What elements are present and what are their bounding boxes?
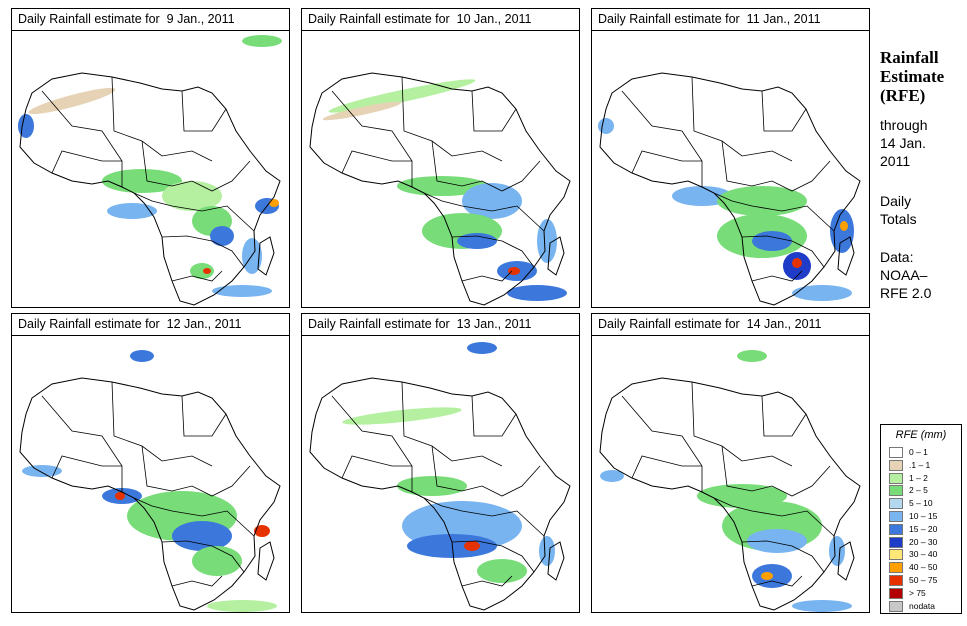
legend-swatch	[889, 587, 903, 599]
legend-swatch	[889, 600, 903, 612]
legend-label: .1 – 1	[909, 459, 931, 470]
rainfall-map-graphic	[598, 31, 870, 308]
rainfall-map	[301, 30, 580, 308]
period-line-1: Daily	[880, 193, 912, 209]
rainfall-map-graphic	[12, 350, 290, 612]
legend-label: 30 – 40	[909, 549, 938, 560]
panel-title-text: Daily Rainfall estimate for 13 Jan., 201…	[308, 317, 532, 331]
heading-line-1: Rainfall	[880, 48, 939, 67]
figure-heading: Rainfall Estimate (RFE)	[880, 48, 944, 105]
legend-swatch	[889, 562, 903, 574]
panel-title-text: Daily Rainfall estimate for 10 Jan., 201…	[308, 12, 532, 26]
date-line-1: 14 Jan.	[880, 135, 926, 151]
legend-swatch	[889, 549, 903, 561]
panel-title: Daily Rainfall estimate for 14 Jan., 201…	[591, 313, 870, 336]
panel-title-text: Daily Rainfall estimate for 12 Jan., 201…	[18, 317, 242, 331]
legend-label: 50 – 75	[909, 575, 938, 585]
rfe-legend: RFE (mm) 0 – 1 .1 – 1 1 – 2 2 – 5 5 – 10 10 –…	[880, 424, 962, 614]
legend-swatch	[889, 472, 903, 484]
period-info: Daily Totals	[880, 192, 917, 228]
legend-swatch	[889, 447, 903, 458]
through-label: through	[880, 117, 928, 133]
panel-title: Daily Rainfall estimate for 10 Jan., 201…	[301, 8, 580, 31]
date-line-2: 2011	[880, 153, 911, 169]
period-line-2: Totals	[880, 211, 917, 227]
legend-label: 5 – 10	[909, 498, 933, 509]
panel-title: Daily Rainfall estimate for 13 Jan., 201…	[301, 313, 580, 336]
legend-label: 10 – 15	[909, 511, 938, 521]
heading-line-3: (RFE)	[880, 86, 926, 105]
rainfall-map	[11, 30, 290, 308]
rainfall-map	[301, 335, 580, 613]
legend-label: 2 – 5	[909, 485, 928, 496]
panel-title: Daily Rainfall estimate for 9 Jan., 2011	[11, 8, 290, 31]
data-source: Data: NOAA– RFE 2.0	[880, 248, 931, 302]
rainfall-map	[591, 335, 870, 613]
heading-line-2: Estimate	[880, 67, 945, 86]
legend-title: RFE (mm)	[895, 429, 947, 441]
legend-swatch	[889, 536, 903, 548]
legend-swatch	[889, 575, 903, 586]
legend-label: nodata	[909, 600, 935, 611]
source-line-2: RFE 2.0	[880, 285, 932, 301]
legend-swatch	[889, 523, 903, 535]
rainfall-map-graphic	[302, 31, 580, 308]
through-date: through 14 Jan. 2011	[880, 116, 927, 170]
legend-swatch	[889, 485, 903, 497]
rainfall-map-graphic	[302, 342, 580, 613]
rainfall-map	[11, 335, 290, 613]
legend-label: 40 – 50	[909, 562, 938, 573]
rainfall-map-graphic	[18, 35, 282, 308]
legend-label: 0 – 1	[909, 447, 928, 457]
legend-swatch	[889, 498, 903, 510]
legend-label: 20 – 30	[909, 536, 938, 547]
legend-label: 15 – 20	[909, 523, 938, 534]
panel-title: Daily Rainfall estimate for 11 Jan., 201…	[591, 8, 870, 31]
legend-label: > 75	[909, 587, 926, 598]
legend-swatch	[889, 511, 903, 522]
rainfall-map-graphic	[592, 350, 870, 612]
panel-title-text: Daily Rainfall estimate for 14 Jan., 201…	[598, 317, 822, 331]
data-label: Data:	[880, 249, 914, 265]
legend-label: 1 – 2	[909, 472, 928, 483]
legend-swatch	[889, 459, 903, 471]
panel-title: Daily Rainfall estimate for 12 Jan., 201…	[11, 313, 290, 336]
panel-title-text: Daily Rainfall estimate for 11 Jan., 201…	[598, 12, 821, 26]
source-line-1: NOAA–	[880, 267, 928, 283]
panel-title-text: Daily Rainfall estimate for 9 Jan., 2011	[18, 12, 235, 26]
rainfall-map	[591, 30, 870, 308]
